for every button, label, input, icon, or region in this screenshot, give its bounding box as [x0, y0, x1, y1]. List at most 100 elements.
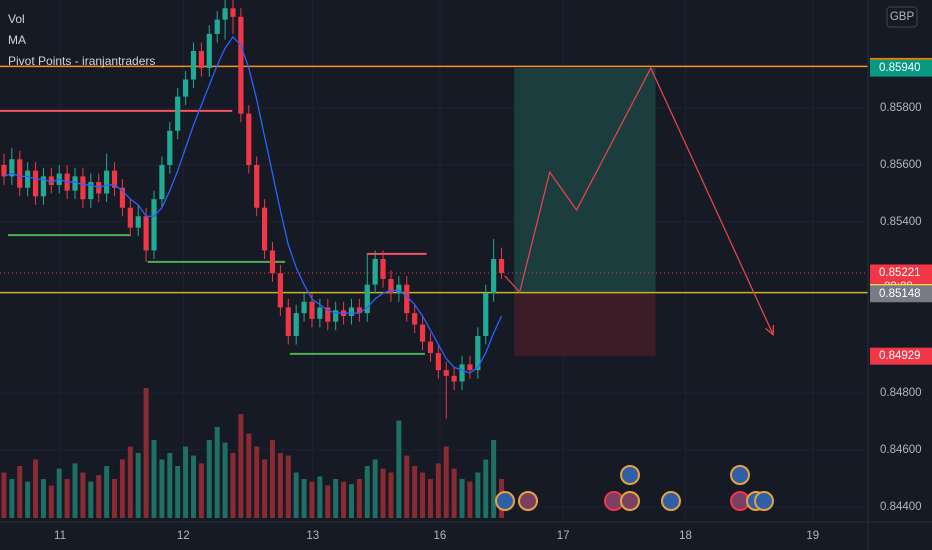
- candle-body: [143, 216, 149, 251]
- volume-bar: [309, 481, 315, 518]
- volume: [1, 388, 505, 518]
- volume-bar: [206, 440, 212, 518]
- candle-body: [32, 170, 39, 197]
- price-label: 0.85221: [879, 267, 921, 279]
- candle-body: [498, 259, 505, 273]
- candle-body: [309, 301, 315, 319]
- volume-bar: [404, 455, 410, 518]
- volume-bar: [112, 479, 118, 518]
- candle-body: [427, 341, 434, 354]
- candle-body: [80, 176, 86, 200]
- volume-bar: [40, 479, 46, 518]
- volume-bar: [48, 485, 54, 518]
- candle-body: [222, 8, 228, 20]
- candle-body: [301, 301, 307, 314]
- legend-item[interactable]: Vol: [8, 12, 25, 26]
- volume-bar: [151, 440, 157, 518]
- candle-body: [380, 259, 386, 279]
- price-label: 0.85940: [879, 62, 921, 74]
- price-label: 0.85148: [879, 288, 921, 300]
- volume-bar: [435, 463, 441, 518]
- volume-bar: [222, 442, 228, 518]
- volume-bar: [104, 466, 110, 518]
- annotations: [0, 65, 868, 357]
- volume-bar: [64, 479, 70, 518]
- candle-body: [246, 113, 252, 165]
- volume-bar: [167, 453, 173, 518]
- candle-body: [269, 250, 276, 274]
- candle-body: [491, 259, 497, 294]
- candle-body: [467, 364, 473, 371]
- volume-bar: [372, 459, 378, 518]
- candle-body: [419, 324, 426, 342]
- currency-box[interactable]: [886, 6, 918, 28]
- y-tick-label: 0.85800: [880, 102, 922, 114]
- legend-item[interactable]: Pivot Points - iranjantraders: [8, 54, 155, 68]
- candle-body: [48, 176, 54, 185]
- candle-body: [317, 307, 323, 319]
- candle-body: [277, 273, 283, 308]
- price-label-box: [870, 285, 932, 303]
- volume-bar: [88, 481, 94, 518]
- candle-body: [451, 375, 457, 382]
- event-icon: [495, 491, 515, 511]
- volume-bar: [420, 472, 426, 518]
- candle-body: [285, 307, 291, 336]
- price-label-box: [870, 347, 932, 365]
- candle-body: [238, 16, 244, 114]
- candles: [1, 0, 505, 419]
- y-tick-label: 0.84600: [880, 444, 922, 456]
- currency[interactable]: GBP: [890, 11, 915, 23]
- volume-bar: [459, 479, 465, 518]
- candle-body: [119, 187, 126, 208]
- volume-bar: [388, 472, 394, 518]
- volume-bar: [183, 446, 189, 518]
- candle-body: [127, 207, 133, 228]
- volume-bar: [1, 472, 7, 518]
- candle-body: [17, 159, 23, 188]
- volume-bar: [56, 468, 62, 518]
- volume-bar: [325, 485, 331, 518]
- x-tick-label: 11: [54, 530, 66, 542]
- target-zone: [514, 68, 656, 293]
- volume-bar: [269, 440, 275, 518]
- volume-bar: [364, 466, 370, 518]
- event-icon: [661, 491, 681, 511]
- candle-body: [88, 182, 94, 200]
- y-tick-label: 0.84400: [880, 501, 922, 513]
- event-icon: [620, 465, 640, 485]
- volume-bar: [277, 453, 283, 518]
- candle-body: [261, 207, 268, 251]
- candle-body: [459, 364, 465, 382]
- volume-bar: [301, 479, 307, 518]
- legend-item[interactable]: MA: [8, 33, 26, 47]
- volume-bar: [475, 472, 481, 518]
- stop-zone: [514, 292, 656, 357]
- price-label: 0.84929: [879, 350, 921, 362]
- candle-body: [190, 51, 197, 80]
- volume-bar: [230, 453, 236, 518]
- candle-body: [372, 259, 378, 285]
- x-tick-label: 16: [434, 530, 447, 542]
- volume-bar: [254, 446, 260, 518]
- volume-bar: [175, 466, 181, 518]
- candle-body: [356, 307, 362, 314]
- candle-body: [214, 19, 220, 34]
- x-tick-label: 19: [806, 530, 819, 542]
- volume-bar: [159, 459, 165, 518]
- candle-body: [230, 8, 236, 17]
- volume-bar: [119, 459, 125, 518]
- event-icon: [730, 465, 750, 485]
- volume-bar: [412, 466, 418, 518]
- volume-bar: [72, 463, 78, 518]
- volume-bar: [238, 414, 244, 518]
- x-tick-label: 17: [557, 530, 570, 542]
- candle-body: [404, 284, 410, 314]
- volume-bar: [135, 453, 141, 518]
- candle-body: [333, 310, 339, 322]
- candle-body: [396, 284, 402, 294]
- candle-body: [293, 313, 299, 336]
- arrow-head: [765, 324, 775, 337]
- candle-body: [183, 79, 189, 97]
